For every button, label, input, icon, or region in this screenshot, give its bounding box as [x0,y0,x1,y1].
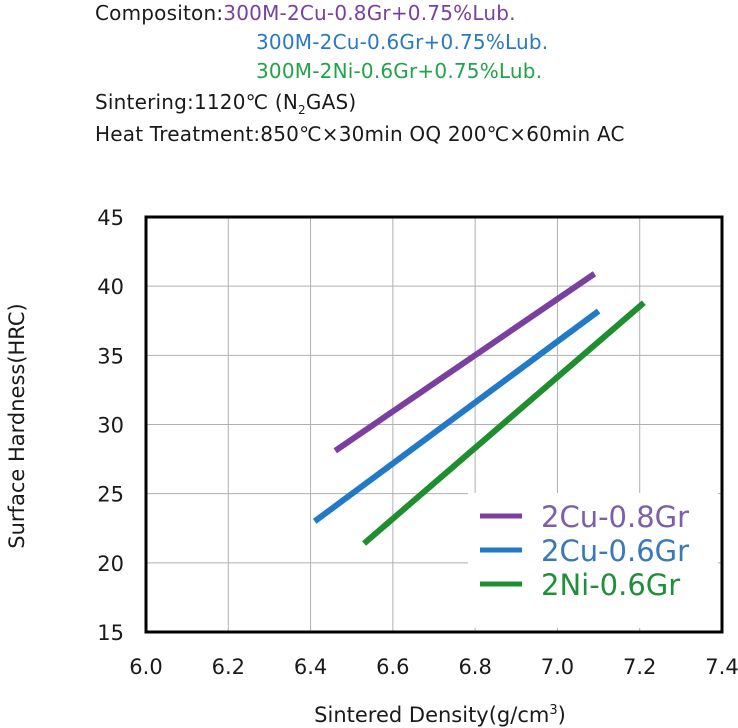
y-tick-label: 25 [97,483,124,507]
sintering-tail: GAS) [305,90,357,114]
composition-value-3: 300M-2Ni-0.6Gr+0.75%Lub. [256,59,543,83]
y-tick-label: 45 [97,206,124,230]
composition-line-3: 300M-2Ni-0.6Gr+0.75%Lub. [256,58,542,84]
heat-treatment-label: Heat Treatment:850℃×30min OQ 200℃×60min … [95,122,625,146]
y-tick-labels: 15 20 25 30 35 40 45 [97,206,124,645]
y-tick-label: 35 [97,344,124,368]
series-line-3 [362,300,646,546]
heat-treatment-line: Heat Treatment:850℃×30min OQ 200℃×60min … [95,121,625,147]
composition-line-2: 300M-2Cu-0.6Gr+0.75%Lub. [256,29,548,55]
x-tick-label: 6.8 [458,655,491,679]
legend-label-1: 2Cu-0.8Gr [541,500,689,534]
legend-label-3: 2Ni-0.6Gr [541,568,680,602]
legend-label-2: 2Cu-0.6Gr [541,534,689,568]
y-axis-label: Surface Hardness(HRC) [5,303,29,548]
composition-label: Compositon: [95,1,224,25]
x-tick-label: 6.6 [376,655,409,679]
x-tick-labels: 6.0 6.2 6.4 6.6 6.8 7.0 7.2 7.4 [129,655,738,679]
x-tick-label: 7.2 [623,655,656,679]
sintering-line: Sintering:1120℃ (N2GAS) [95,89,356,123]
composition-line-1: Compositon:300M-2Cu-0.8Gr+0.75%Lub. [95,0,516,26]
x-tick-label: 6.0 [129,655,162,679]
composition-value-1: 300M-2Cu-0.8Gr+0.75%Lub. [223,1,516,25]
x-tick-label: 7.4 [705,655,738,679]
plot-frame [144,215,724,634]
x-tick-label: 6.2 [212,655,245,679]
sintering-subscript: 2 [298,103,306,117]
sintering-label: Sintering:1120℃ (N [95,90,299,114]
y-tick-label: 20 [97,552,124,576]
series-layer [312,271,646,546]
y-tick-label: 15 [97,621,124,645]
x-axis-label: Sintered Density(g/cm3) [314,703,566,727]
y-tick-label: 30 [97,414,124,438]
x-tick-label: 6.4 [294,655,327,679]
series-line-2 [312,308,601,524]
composition-value-2: 300M-2Cu-0.6Gr+0.75%Lub. [256,30,549,54]
y-tick-label: 40 [97,275,124,299]
x-tick-label: 7.0 [541,655,574,679]
series-line-1 [333,271,597,454]
